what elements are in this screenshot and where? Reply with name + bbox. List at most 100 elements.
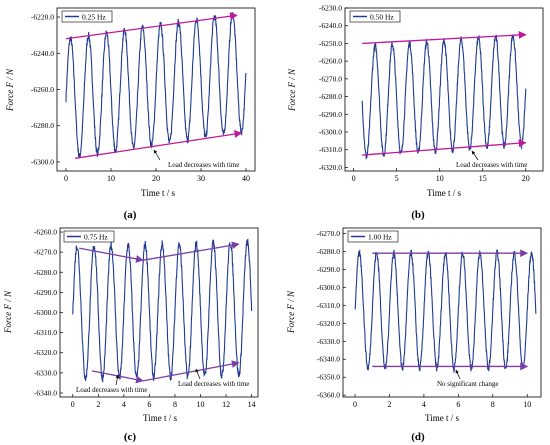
annotation-arrow-b <box>471 150 479 161</box>
panel-caption-a: (a) <box>124 209 137 221</box>
y-axis-label-a: Force F / N <box>5 68 15 112</box>
x-axis-label-b: Time t / s <box>427 188 461 198</box>
y-axis-label-c: Force F / N <box>3 290 13 334</box>
y-tick-label: -6260.0 <box>31 85 54 94</box>
y-tick-label: -6290.0 <box>317 265 340 274</box>
series-line-c <box>72 238 253 383</box>
x-tick-label: 8 <box>173 400 177 409</box>
y-tick-label: -6270.0 <box>34 248 57 257</box>
y-tick-label: -6260.0 <box>34 228 57 237</box>
legend-a: 0.25 Hz <box>61 10 113 23</box>
y-tick-label: -6310.0 <box>319 145 342 154</box>
x-tick-label: 10 <box>107 174 115 183</box>
x-tick-label: 15 <box>479 174 487 183</box>
y-ticks-d: -6360.0 -6350.0 -6340.0 -6330.0 -6320.0 -6310… <box>317 229 346 400</box>
y-axis-label-b: Force F / N <box>287 68 297 112</box>
y-tick-label: -6250.0 <box>319 39 342 48</box>
y-tick-label: -6240.0 <box>319 21 342 30</box>
plot-frame-d <box>342 227 542 398</box>
y-tick-label: -6260.0 <box>319 57 342 66</box>
y-tick-label: -6270.0 <box>319 74 342 83</box>
x-tick-label: 30 <box>197 174 205 183</box>
x-tick-label: 10 <box>436 174 444 183</box>
y-tick-label: -6280.0 <box>34 268 57 277</box>
x-tick-label: 0 <box>352 174 356 183</box>
trend-arrow <box>65 12 238 40</box>
legend-c: 0.75 Hz <box>63 230 115 243</box>
x-tick-label: 0 <box>71 400 75 409</box>
legend-d: 1.00 Hz <box>347 230 399 243</box>
y-tick-label: -6220.0 <box>31 13 54 22</box>
y-tick-label: -6360.0 <box>317 391 340 400</box>
trend-lines-d <box>372 249 529 371</box>
annotation-arrow-c-right <box>195 368 201 380</box>
plot-frame-b <box>344 7 544 172</box>
x-tick-label: 20 <box>522 174 530 183</box>
panel-d: -6360.0 -6350.0 -6340.0 -6330.0 -6320.0 -6310… <box>286 227 542 443</box>
x-tick-label: 4 <box>122 400 126 409</box>
legend-label-b: 0.50 Hz <box>370 13 394 22</box>
panel-caption-b: (b) <box>411 209 425 221</box>
annotation-arrow-c-left <box>115 374 120 386</box>
x-ticks-d: 0 2 4 6 8 10 <box>353 394 531 409</box>
x-axis-label-d: Time t / s <box>425 413 459 423</box>
trend-arrow <box>74 130 243 159</box>
legend-box-a <box>61 10 113 23</box>
legend-box-b <box>349 10 401 23</box>
y-tick-label: -6280.0 <box>317 247 340 256</box>
x-tick-label: 40 <box>242 174 250 183</box>
trend-lines-c <box>79 241 240 384</box>
y-tick-label: -6300.0 <box>31 157 54 166</box>
trend-arrow <box>142 360 240 382</box>
annotation-a: Load decreases with time <box>168 161 239 169</box>
y-ticks-b: -6320.0 -6310.0 -6300.0 -6290.0 -6280.0 -6270… <box>319 4 348 172</box>
x-axis-label-a: Time t / s <box>141 188 175 198</box>
x-tick-label: 10 <box>523 400 531 409</box>
x-tick-label: 0 <box>64 174 68 183</box>
panel-b: -6320.0 -6310.0 -6300.0 -6290.0 -6280.0 -6270… <box>287 4 544 221</box>
x-tick-label: 8 <box>491 400 495 409</box>
x-tick-label: 0 <box>353 400 357 409</box>
y-tick-label: -6310.0 <box>34 328 57 337</box>
x-tick-label: 10 <box>197 400 205 409</box>
annotation-c-left: Load decreases with time <box>76 386 147 394</box>
y-tick-label: -6280.0 <box>31 121 54 130</box>
x-tick-label: 2 <box>387 400 391 409</box>
x-tick-label: 5 <box>395 174 399 183</box>
x-axis-label-c: Time t / s <box>143 413 177 423</box>
x-tick-label: 12 <box>222 400 230 409</box>
legend-label-d: 1.00 Hz <box>368 233 392 242</box>
y-tick-label: -6230.0 <box>319 4 342 13</box>
x-tick-label: 6 <box>147 400 151 409</box>
x-tick-label: 14 <box>248 400 256 409</box>
trend-lines-b <box>362 31 527 156</box>
y-tick-label: -6300.0 <box>319 128 342 137</box>
y-tick-label: -6300.0 <box>34 308 57 317</box>
y-tick-label: -6320.0 <box>319 163 342 172</box>
y-tick-label: -6340.0 <box>317 355 340 364</box>
y-tick-label: -6240.0 <box>31 49 54 58</box>
legend-box-d <box>347 230 399 243</box>
x-ticks-b: 0 5 10 15 20 <box>352 168 530 183</box>
y-axis-label-d: Force F / N <box>286 290 296 334</box>
trend-arrow <box>362 31 527 45</box>
x-tick-label: 20 <box>152 174 160 183</box>
trend-arrow <box>79 247 144 263</box>
trend-arrow <box>362 139 527 156</box>
trend-lines-a <box>65 12 243 159</box>
legend-label-a: 0.25 Hz <box>82 13 106 22</box>
annotation-arrow-a <box>153 149 161 161</box>
x-ticks-c: 0 2 4 6 8 10 12 14 <box>71 394 256 409</box>
y-tick-label: -6270.0 <box>317 229 340 238</box>
series-line-b <box>361 34 527 160</box>
series-line-a <box>65 12 247 158</box>
annotation-arrow-d <box>455 369 461 380</box>
y-tick-label: -6350.0 <box>317 373 340 382</box>
panel-c: -6340.0 -6330.0 -6320.0 -6310.0 -6300.0 -6290… <box>3 228 259 443</box>
y-ticks-c: -6340.0 -6330.0 -6320.0 -6310.0 -6300.0 -6290… <box>34 228 63 397</box>
y-tick-label: -6330.0 <box>317 337 340 346</box>
y-tick-label: -6340.0 <box>34 388 57 397</box>
legend-b: 0.50 Hz <box>349 10 401 23</box>
trend-arrow <box>142 241 240 261</box>
